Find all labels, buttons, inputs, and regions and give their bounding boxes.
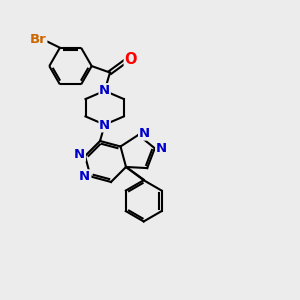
Text: N: N	[74, 148, 85, 161]
Text: N: N	[139, 127, 150, 140]
Text: O: O	[124, 52, 137, 67]
Text: N: N	[80, 171, 91, 184]
Text: N: N	[99, 84, 110, 97]
Text: N: N	[99, 119, 110, 132]
Text: N: N	[156, 142, 167, 155]
Text: Br: Br	[30, 33, 47, 46]
Text: N: N	[79, 170, 90, 183]
